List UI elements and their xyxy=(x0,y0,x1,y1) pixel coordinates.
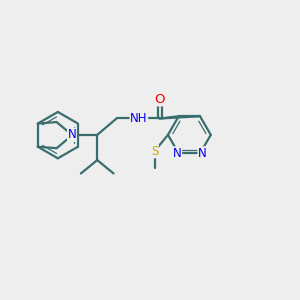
Text: N: N xyxy=(198,147,207,160)
Text: N: N xyxy=(68,128,76,141)
Text: N: N xyxy=(173,147,182,160)
Text: O: O xyxy=(154,93,165,106)
Text: S: S xyxy=(151,145,158,158)
Text: NH: NH xyxy=(130,112,148,125)
